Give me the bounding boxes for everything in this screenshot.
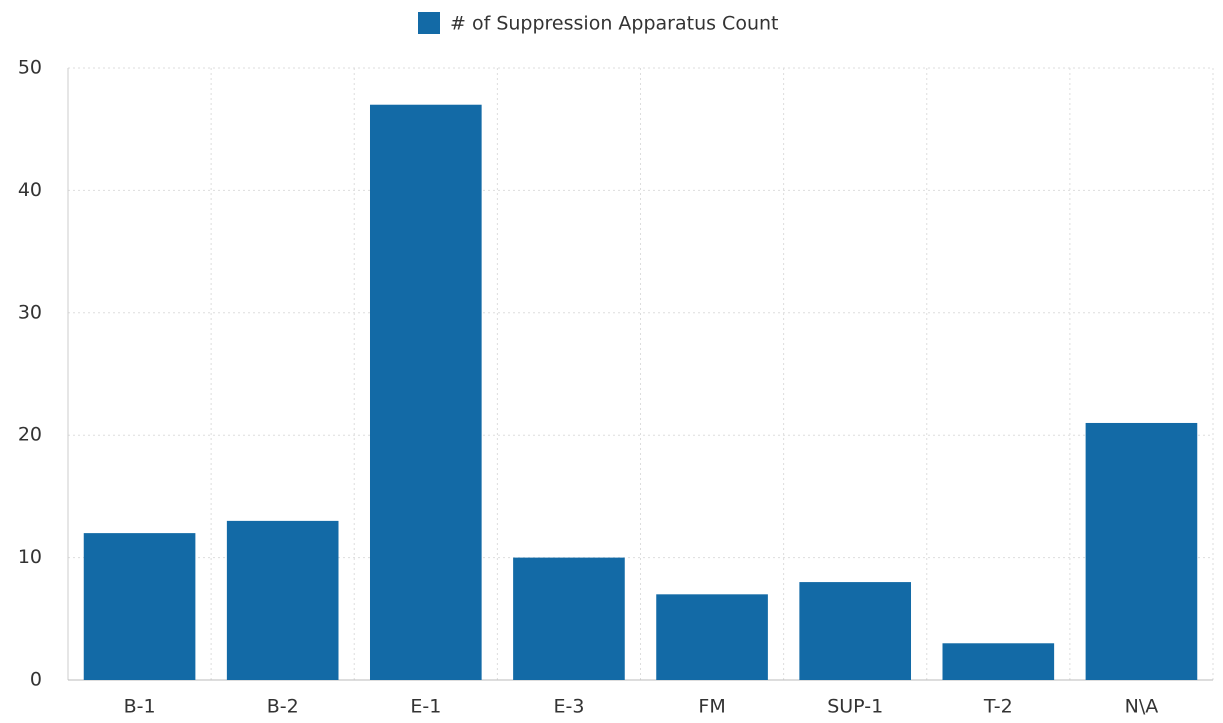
- x-tick-label: SUP-1: [827, 696, 883, 718]
- bar: [799, 582, 912, 680]
- x-tick-label: FM: [698, 696, 725, 718]
- x-tick-label: E-3: [553, 696, 584, 718]
- x-tick-label: T-2: [983, 696, 1013, 718]
- y-tick-label: 20: [18, 424, 42, 446]
- bar: [1085, 422, 1198, 680]
- legend-swatch: [418, 12, 440, 34]
- y-tick-label: 10: [18, 546, 42, 568]
- x-tick-label: B-2: [267, 696, 299, 718]
- x-tick-label: N\A: [1125, 696, 1159, 718]
- y-tick-label: 30: [18, 301, 42, 323]
- bar: [369, 104, 482, 681]
- y-tick-label: 0: [30, 669, 42, 691]
- bar: [656, 594, 768, 680]
- x-tick-label: B-1: [124, 696, 156, 718]
- bar: [942, 643, 1055, 680]
- y-tick-label: 50: [18, 57, 42, 79]
- y-tick-label: 40: [18, 179, 42, 201]
- legend-label: # of Suppression Apparatus Count: [450, 13, 778, 35]
- bar: [226, 520, 339, 680]
- bar: [83, 533, 196, 680]
- bar: [513, 557, 625, 680]
- x-tick-label: E-1: [410, 696, 441, 718]
